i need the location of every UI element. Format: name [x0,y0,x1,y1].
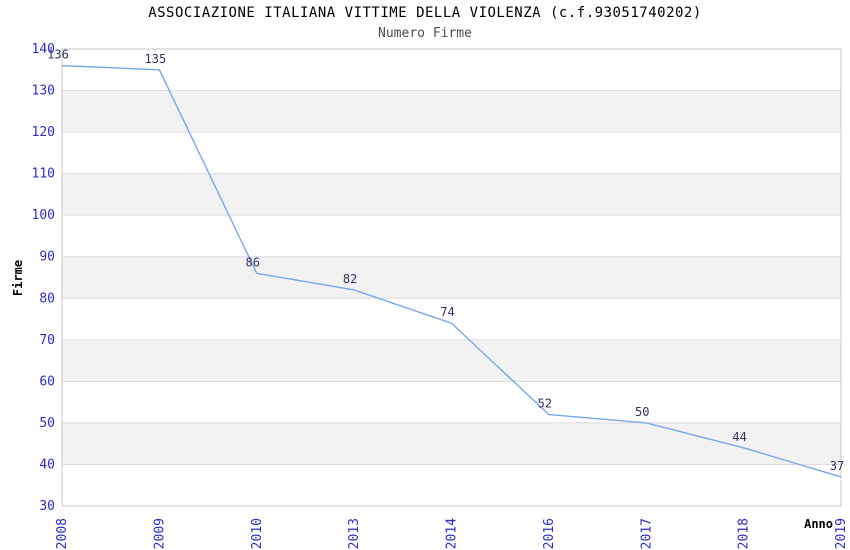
data-point-label: 74 [440,305,454,319]
x-tick-label: 2008 [55,518,70,549]
y-tick-label: 50 [39,416,55,431]
y-tick-label: 120 [32,125,55,140]
y-tick-label: 90 [39,250,55,265]
y-tick-label: 60 [39,374,55,389]
x-tick-label: 2013 [347,518,362,549]
data-line [61,64,842,478]
data-point-label: 50 [635,405,649,419]
x-tick-label: 2014 [445,518,460,549]
y-tick-label: 70 [39,333,55,348]
y-tick-label: 80 [39,291,55,306]
data-point-label: 135 [145,52,167,66]
band-stripe [62,256,841,299]
x-axis-title: Anno [804,517,833,531]
y-tick-label: 100 [32,208,55,223]
band-stripe [62,422,841,465]
data-point-label: 37 [830,459,844,473]
y-tick-label: 130 [32,84,55,99]
y-tick-label: 140 [32,42,55,57]
data-point-label: 52 [538,397,552,411]
x-tick-label: 2018 [737,518,752,549]
chart-subtitle: Numero Firme [378,26,472,41]
chart-title: ASSOCIAZIONE ITALIANA VITTIME DELLA VIOL… [148,5,702,21]
x-tick-label: 2019 [834,518,849,549]
data-point-label: 136 [47,48,69,62]
x-tick-label: 2017 [639,518,654,549]
x-tick-label: 2010 [250,518,265,549]
y-axis-title: Firme [11,260,25,296]
data-point-label: 86 [246,255,260,269]
x-tick-label: 2009 [152,518,167,549]
data-point-label: 44 [732,430,746,444]
data-point-label: 82 [343,272,357,286]
y-tick-label: 40 [39,457,55,472]
band-stripe [62,90,841,133]
x-tick-label: 2016 [542,518,557,549]
y-tick-label: 30 [39,499,55,514]
y-tick-label: 110 [32,167,55,182]
band-stripe [62,173,841,216]
plot-border [61,48,842,507]
band-stripe [62,339,841,382]
